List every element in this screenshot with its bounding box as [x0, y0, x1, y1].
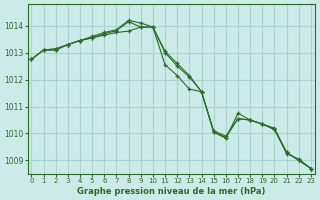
X-axis label: Graphe pression niveau de la mer (hPa): Graphe pression niveau de la mer (hPa): [77, 187, 265, 196]
